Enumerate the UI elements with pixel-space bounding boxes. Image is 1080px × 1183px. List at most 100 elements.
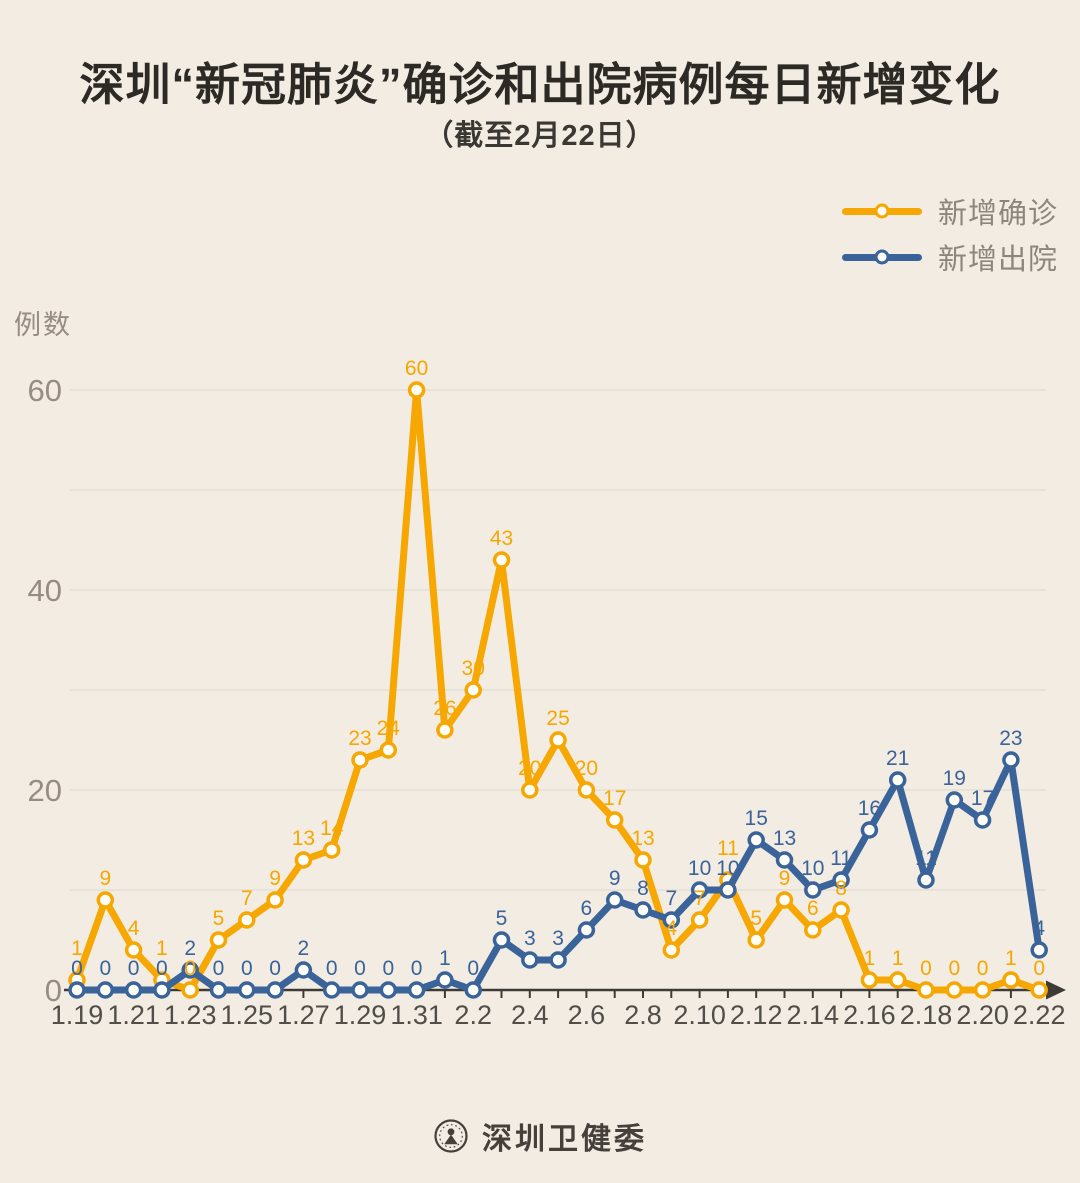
data-point-marker (96, 891, 115, 909)
data-point-marker (605, 891, 624, 909)
data-point-label: 2 (298, 937, 310, 960)
data-point-label: 4 (128, 917, 140, 940)
x-tick-label: 2.20 (956, 1000, 1009, 1030)
data-point-marker (662, 941, 681, 959)
data-point-label: 13 (292, 827, 315, 850)
data-point-label: 0 (128, 957, 140, 980)
data-point-label: 7 (241, 887, 253, 910)
y-tick-label: 60 (28, 373, 62, 408)
confirmed-line-swatch (841, 203, 922, 219)
data-point-marker (832, 901, 850, 919)
data-point-marker (549, 731, 567, 749)
data-point-label: 11 (915, 847, 937, 870)
data-point-marker (181, 981, 199, 999)
data-point-marker (917, 981, 935, 999)
data-point-label: 9 (269, 867, 281, 890)
data-point-label: 1 (439, 947, 451, 970)
data-point-marker (662, 911, 681, 929)
data-point-label: 13 (631, 827, 654, 850)
data-point-marker (945, 791, 964, 809)
data-point-marker (209, 931, 228, 949)
data-point-marker (1002, 971, 1020, 989)
data-point-marker (605, 811, 624, 829)
data-point-label: 19 (943, 767, 966, 790)
x-tick-label: 2.8 (624, 1000, 662, 1030)
data-point-marker (181, 961, 199, 979)
data-point-marker (322, 981, 341, 999)
data-point-label: 9 (609, 867, 621, 890)
data-point-label: 14 (320, 817, 344, 840)
data-point-label: 0 (326, 957, 338, 980)
data-point-marker (973, 811, 992, 829)
data-point-label: 0 (382, 957, 394, 980)
y-tick-label: 0 (45, 973, 62, 1008)
data-point-label: 0 (948, 957, 960, 980)
data-point-label: 13 (773, 827, 796, 850)
data-point-label: 10 (801, 857, 824, 880)
data-point-label: 43 (490, 527, 513, 550)
y-tick-label: 40 (28, 573, 62, 608)
data-point-marker (1002, 751, 1020, 769)
data-point-label: 0 (213, 957, 225, 980)
data-point-label: 60 (405, 357, 428, 380)
data-point-label: 20 (518, 757, 541, 780)
shenzhen-health-seal-icon (434, 1119, 468, 1153)
data-point-marker (719, 881, 737, 899)
discharged-line-swatch (841, 249, 922, 265)
x-tick-label: 1.27 (277, 1000, 330, 1030)
data-point-marker (238, 911, 256, 929)
data-point-label: 11 (717, 837, 739, 860)
x-tick-label: 2.22 (1013, 1000, 1066, 1030)
x-tick-label: 1.31 (390, 1000, 443, 1030)
data-point-label: 2 (184, 937, 196, 960)
data-point-label: 9 (99, 867, 111, 890)
data-point-marker (888, 771, 907, 789)
source-footer: 深圳卫健委 (0, 1114, 1080, 1158)
data-point-label: 17 (971, 787, 994, 810)
data-point-label: 10 (688, 857, 711, 880)
data-point-marker (124, 941, 143, 959)
data-point-label: 0 (269, 957, 281, 980)
data-point-label: 0 (467, 957, 479, 980)
data-point-label: 24 (377, 717, 401, 740)
legend: 新增确诊 新增出院 (841, 192, 1058, 284)
data-point-label: 1 (892, 947, 904, 970)
data-point-marker (634, 901, 652, 919)
data-point-label: 23 (348, 727, 371, 750)
x-axis-arrow-icon (1046, 980, 1066, 1000)
data-point-label: 0 (920, 957, 932, 980)
data-point-marker (775, 891, 794, 909)
data-point-label: 1 (156, 937, 168, 960)
data-point-marker (945, 981, 964, 999)
data-point-marker (747, 931, 765, 949)
data-point-label: 1 (1005, 947, 1017, 970)
data-point-label: 0 (1033, 957, 1045, 980)
data-point-marker (436, 971, 454, 989)
data-point-label: 0 (241, 957, 253, 980)
data-point-label: 5 (213, 907, 225, 930)
data-point-label: 17 (603, 787, 626, 810)
x-tick-label: 2.18 (900, 1000, 953, 1030)
data-point-marker (1030, 981, 1048, 999)
source-name: 深圳卫健委 (482, 1123, 647, 1156)
data-point-marker (407, 981, 426, 999)
data-point-marker (351, 981, 369, 999)
legend-item-confirmed: 新增确诊 (841, 192, 1058, 230)
data-point-label: 10 (716, 857, 739, 880)
data-point-marker (464, 981, 482, 999)
legend-label-discharged: 新增出院 (937, 244, 1058, 276)
page-subtitle: （截至2月22日） (424, 120, 656, 152)
x-tick-label: 2.14 (787, 1000, 840, 1030)
data-point-label: 20 (575, 757, 598, 780)
data-point-label: 3 (524, 927, 536, 950)
data-point-label: 0 (977, 957, 989, 980)
data-point-marker (888, 971, 907, 989)
data-point-label: 0 (71, 957, 83, 980)
data-point-marker (804, 921, 822, 939)
data-point-marker (238, 981, 256, 999)
x-tick-label: 2.6 (568, 1000, 606, 1030)
data-point-label: 11 (830, 847, 852, 870)
data-point-marker (294, 851, 313, 869)
data-point-marker (549, 951, 567, 969)
